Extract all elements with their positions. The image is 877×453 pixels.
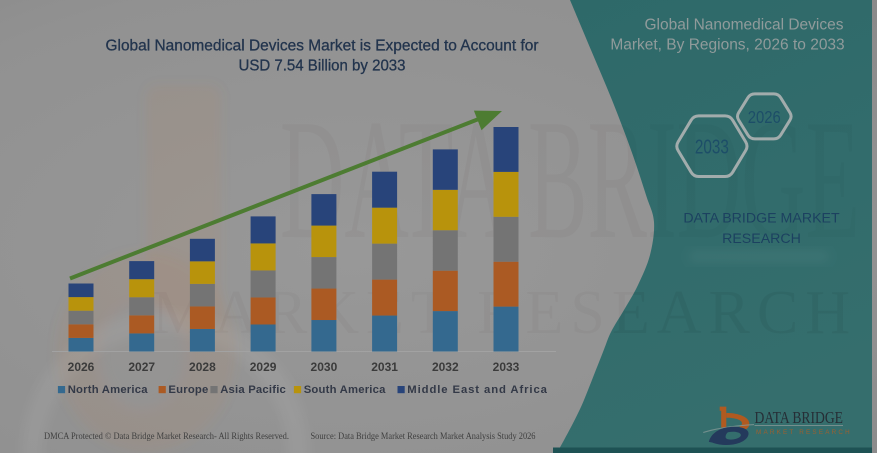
svg-text:Global Nanomedical Devices: Global Nanomedical Devices bbox=[644, 17, 843, 34]
svg-text:2029: 2029 bbox=[250, 360, 277, 374]
svg-text:South America: South America bbox=[304, 384, 386, 396]
svg-text:RESEARCH: RESEARCH bbox=[722, 231, 801, 247]
svg-text:Source: Data Bridge Market Res: Source: Data Bridge Market Research Mark… bbox=[311, 432, 536, 442]
svg-text:2027: 2027 bbox=[128, 360, 155, 374]
svg-text:2031: 2031 bbox=[371, 360, 398, 374]
svg-text:2030: 2030 bbox=[311, 360, 338, 374]
svg-text:Middle East and Africa: Middle East and Africa bbox=[407, 384, 548, 396]
svg-text:2026: 2026 bbox=[748, 107, 781, 127]
svg-text:DMCA Protected © Data Bridge M: DMCA Protected © Data Bridge Market Rese… bbox=[44, 431, 289, 442]
svg-text:2028: 2028 bbox=[189, 360, 216, 374]
svg-text:Europe: Europe bbox=[168, 384, 208, 396]
svg-text:USD 7.54 Billion by 2033: USD 7.54 Billion by 2033 bbox=[239, 58, 406, 75]
svg-text:Asia Pacific: Asia Pacific bbox=[220, 384, 286, 396]
svg-text:Market, By Regions, 2026 to 20: Market, By Regions, 2026 to 2033 bbox=[610, 37, 844, 54]
svg-text:DATA BRIDGE: DATA BRIDGE bbox=[755, 408, 844, 427]
svg-text:2033: 2033 bbox=[493, 360, 520, 374]
svg-text:Global Nanomedical Devices Mar: Global Nanomedical Devices Market is Exp… bbox=[106, 38, 539, 55]
svg-text:2026: 2026 bbox=[68, 360, 95, 374]
svg-text:2032: 2032 bbox=[432, 360, 459, 374]
svg-text:2033: 2033 bbox=[695, 137, 729, 159]
svg-text:North America: North America bbox=[68, 384, 149, 396]
svg-text:DATA BRIDGE MARKET: DATA BRIDGE MARKET bbox=[683, 211, 840, 227]
svg-text:MARKET RESEARCH: MARKET RESEARCH bbox=[756, 429, 852, 436]
